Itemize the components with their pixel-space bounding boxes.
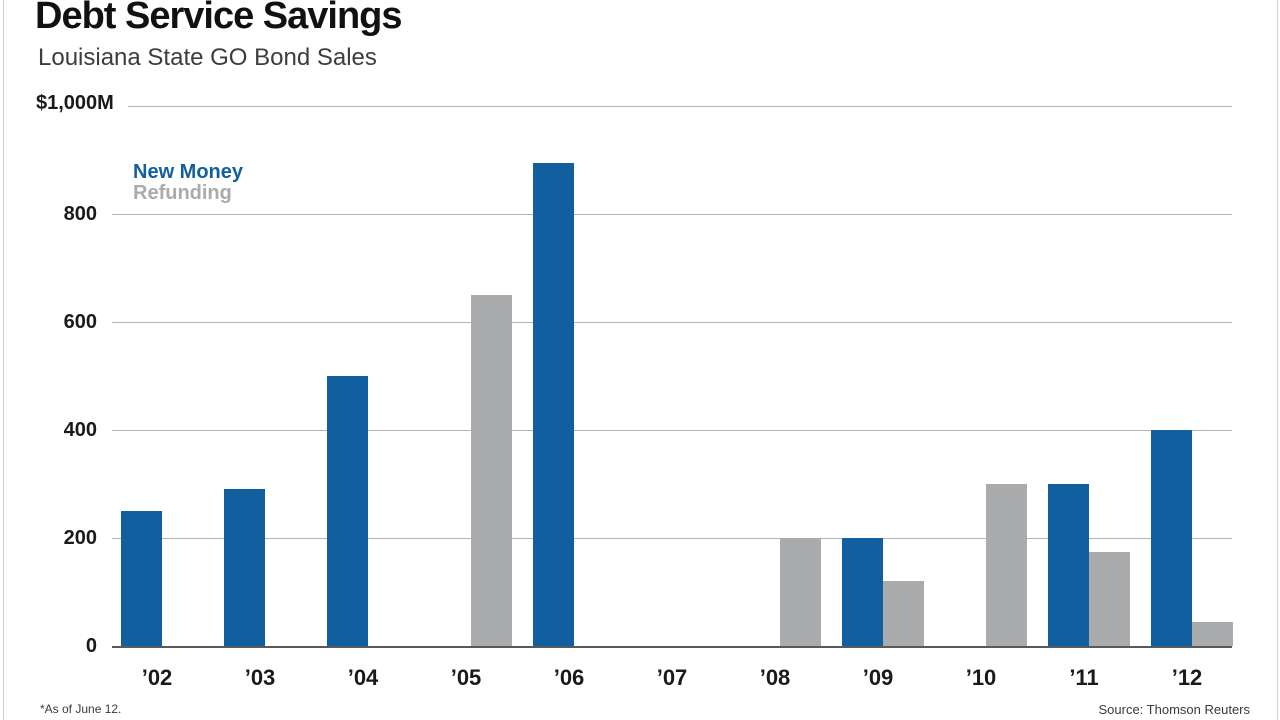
gridline-800 — [112, 214, 1232, 215]
bar-slot-refunding-10 — [986, 484, 1027, 646]
bar-group-08 — [739, 538, 821, 646]
bar-new_money-11 — [1048, 484, 1089, 646]
footnote: *As of June 12. — [40, 702, 122, 716]
legend: New Money Refunding — [133, 162, 243, 204]
bar-new_money-04 — [327, 376, 368, 646]
bar-new_money-12 — [1151, 430, 1192, 646]
bar-refunding-12 — [1192, 621, 1233, 646]
gridline-400 — [112, 430, 1232, 431]
right-frame-line — [1277, 0, 1278, 720]
x-axis-label-03: ’03 — [244, 665, 276, 690]
bar-group-06 — [533, 162, 615, 646]
legend-item-new-money: New Money — [133, 161, 244, 183]
bar-new_money-02 — [121, 511, 162, 646]
plot-area: New Money Refunding — [112, 106, 1233, 648]
y-axis-tick-0: 0 — [85, 635, 97, 657]
y-axis-tick-1000: $1,000M — [36, 92, 114, 114]
bar-refunding-09 — [883, 581, 924, 646]
bar-slot-new_money-11 — [1048, 484, 1089, 646]
gridline-200 — [112, 538, 1232, 539]
bar-group-12 — [1151, 430, 1233, 646]
y-axis-tick-400: 400 — [63, 419, 97, 441]
bar-refunding-05 — [471, 295, 512, 646]
bar-new_money-03 — [224, 489, 265, 646]
bar-slot-new_money-03 — [224, 489, 265, 646]
x-axis-label-11: ’11 — [1069, 665, 1099, 690]
legend-item-refunding: Refunding — [133, 182, 232, 204]
left-frame-line — [3, 0, 4, 720]
gridline-1000 — [128, 106, 1232, 107]
gridline-600 — [112, 322, 1232, 323]
bar-slot-new_money-09 — [842, 538, 883, 646]
bar-group-02 — [121, 511, 203, 646]
bar-group-04 — [327, 376, 409, 646]
y-axis-tick-600: 600 — [63, 311, 97, 333]
bar-group-10 — [945, 484, 1027, 646]
bar-slot-new_money-12 — [1151, 430, 1192, 646]
bar-slot-new_money-02 — [121, 511, 162, 646]
bar-slot-new_money-06 — [533, 162, 574, 646]
x-axis-label-12: ’12 — [1171, 665, 1203, 690]
x-axis-label-07: ’07 — [656, 665, 688, 690]
page-title: Debt Service Savings — [35, 0, 403, 37]
bar-new_money-09 — [842, 538, 883, 646]
bar-group-05 — [430, 295, 512, 646]
bar-slot-refunding-12 — [1192, 621, 1233, 646]
bar-slot-new_money-04 — [327, 376, 368, 646]
bar-slot-refunding-05 — [471, 295, 512, 646]
bar-group-11 — [1048, 484, 1130, 646]
x-axis-label-05: ’05 — [450, 665, 482, 690]
bar-group-09 — [842, 538, 924, 646]
bar-group-03 — [224, 489, 306, 646]
source-credit: Source: Thomson Reuters — [1098, 702, 1251, 717]
bar-slot-refunding-09 — [883, 581, 924, 646]
bar-refunding-10 — [986, 484, 1027, 646]
x-axis-label-04: ’04 — [347, 665, 379, 690]
x-axis-label-02: ’02 — [141, 665, 173, 690]
bar-slot-refunding-08 — [780, 538, 821, 646]
y-axis-tick-200: 200 — [63, 527, 97, 549]
x-axis-label-10: ’10 — [965, 665, 997, 690]
bar-slot-refunding-11 — [1089, 551, 1130, 646]
bar-new_money-06 — [533, 162, 574, 646]
bar-refunding-08 — [780, 538, 821, 646]
y-axis-tick-800: 800 — [63, 203, 97, 225]
x-axis-label-08: ’08 — [759, 665, 791, 690]
chart-subtitle: Louisiana State GO Bond Sales — [38, 44, 377, 71]
bar-refunding-11 — [1089, 551, 1130, 646]
x-axis-label-06: ’06 — [553, 665, 585, 690]
x-axis-label-09: ’09 — [862, 665, 894, 690]
